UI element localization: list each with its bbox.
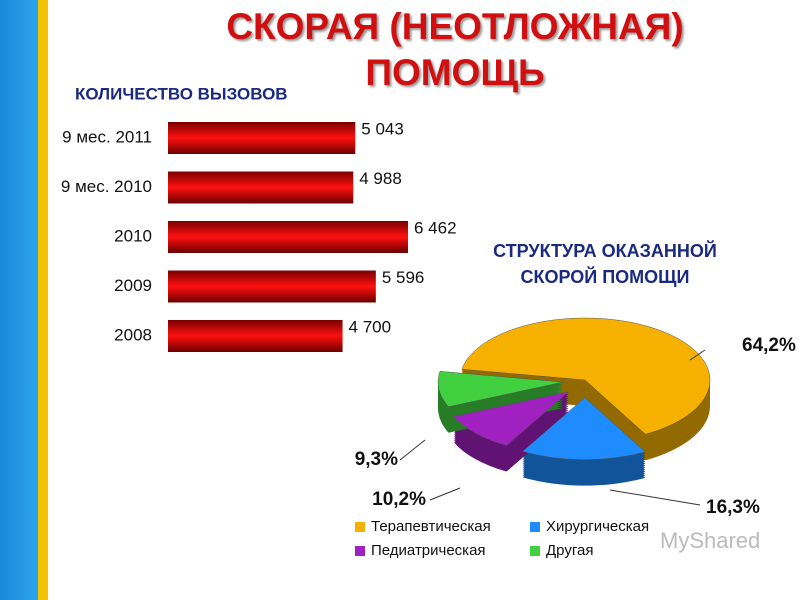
pie-chart-title: СТРУКТУРА ОКАЗАННОЙ СКОРОЙ ПОМОЩИ — [493, 240, 717, 287]
slice — [522, 397, 646, 460]
value-label: 64,2% — [742, 335, 796, 356]
bar — [168, 270, 376, 303]
leader-line — [609, 489, 701, 506]
category-label: 2008 — [114, 325, 152, 344]
legend-label: Терапевтическая — [371, 518, 491, 535]
decor-strip — [38, 0, 48, 600]
slide-title: СКОРАЯ (НЕОТЛОЖНАЯ) ПОМОЩЬ — [226, 6, 684, 93]
bar — [168, 171, 354, 204]
bar-chart-title: КОЛИЧЕСТВО ВЫЗОВОВ — [75, 84, 288, 103]
watermark: MyShared — [660, 528, 760, 553]
legend-swatch — [355, 522, 365, 532]
value-label: 4 700 — [349, 317, 392, 336]
decor-strip — [0, 0, 45, 600]
legend-label: Хирургическая — [546, 518, 649, 535]
legend-swatch — [355, 546, 365, 556]
legend-swatch — [530, 522, 540, 532]
value-label: 5 043 — [361, 119, 404, 138]
category-label: 9 мес. 2011 — [62, 127, 152, 146]
value-label: 9,3% — [355, 449, 398, 470]
category-label: 2010 — [114, 226, 152, 245]
value-label: 6 462 — [414, 218, 457, 237]
value-label: 16,3% — [706, 497, 760, 518]
value-label: 4 988 — [359, 169, 402, 188]
leader-line — [429, 487, 461, 501]
slice — [461, 317, 711, 435]
leader-line — [399, 439, 426, 461]
category-label: 9 мес. 2010 — [61, 177, 152, 196]
leader-line — [689, 349, 706, 361]
bar — [168, 122, 356, 154]
bar — [168, 221, 408, 253]
slice — [437, 371, 564, 408]
legend-label: Педиатрическая — [371, 542, 486, 559]
category-label: 2009 — [114, 276, 152, 295]
slice — [453, 391, 569, 446]
legend-label: Другая — [546, 542, 593, 559]
value-label: 10,2% — [372, 489, 426, 510]
legend-swatch — [530, 546, 540, 556]
bar — [168, 320, 343, 352]
value-label: 5 596 — [382, 268, 425, 287]
